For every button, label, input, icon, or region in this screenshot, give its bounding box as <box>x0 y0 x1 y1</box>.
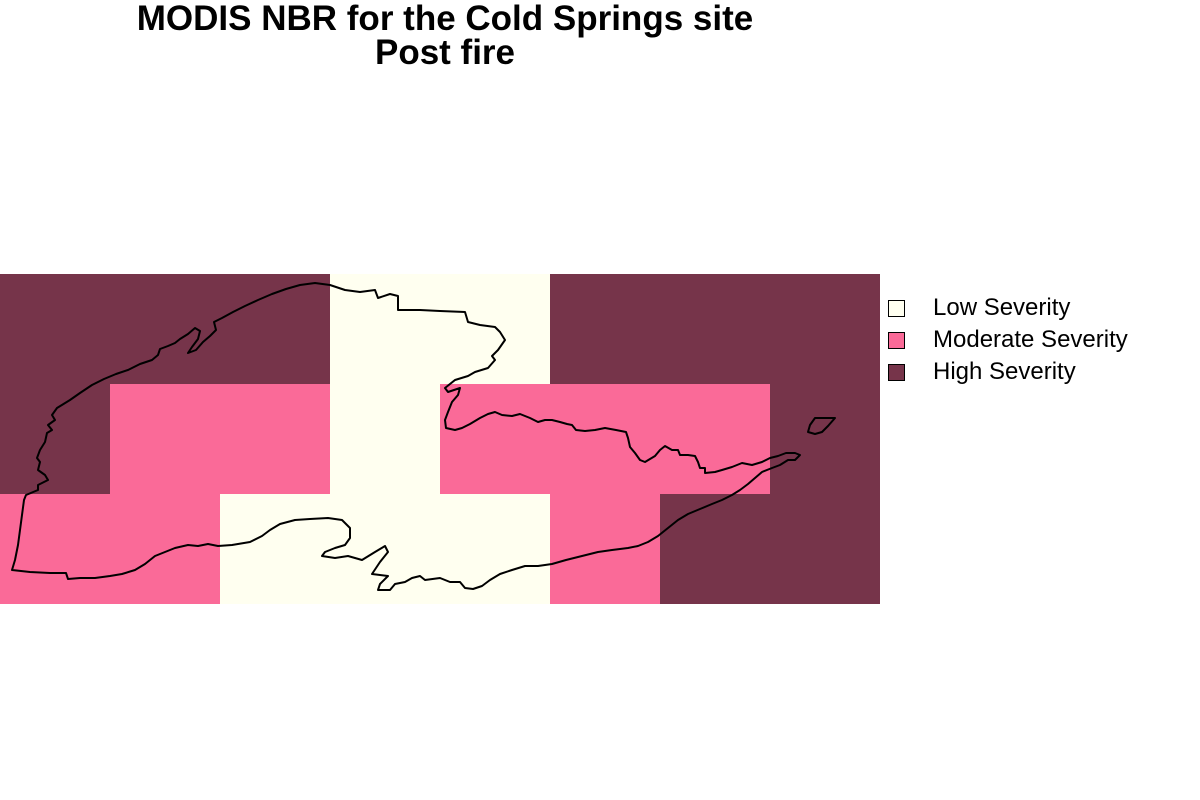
raster-cell <box>550 274 660 384</box>
raster-cell <box>330 494 440 604</box>
raster-cell <box>440 494 550 604</box>
swatch-high-severity <box>888 363 905 381</box>
islet-outline <box>807 417 836 435</box>
swatch-moderate-severity <box>888 331 905 349</box>
raster-cell <box>220 274 330 384</box>
raster-cell <box>110 494 220 604</box>
raster-cell <box>770 384 880 494</box>
map-title: MODIS NBR for the Cold Springs site Post… <box>0 0 890 70</box>
legend-label: High Severity <box>933 358 1076 385</box>
fire-boundary-layer <box>11 282 836 591</box>
raster-cell <box>550 494 660 604</box>
legend-label: Low Severity <box>933 294 1071 321</box>
raster-cell <box>0 494 110 604</box>
raster-cell <box>330 384 440 494</box>
raster-cell <box>660 494 770 604</box>
raster-cell <box>110 274 220 384</box>
title-line-1: MODIS NBR for the Cold Springs site <box>136 0 754 38</box>
raster-cell <box>330 274 440 384</box>
raster-cell <box>440 274 550 384</box>
legend-item-moderate-severity: Moderate Severity <box>888 324 1188 356</box>
raster-layer <box>0 274 880 604</box>
raster-cell <box>440 384 550 494</box>
raster-cell <box>110 384 220 494</box>
swatch-low-severity <box>888 299 905 317</box>
legend-label: Moderate Severity <box>933 326 1128 353</box>
fire-perimeter-outline <box>11 282 801 591</box>
raster-cell <box>0 384 110 494</box>
raster-cell <box>550 384 660 494</box>
raster-cell <box>770 494 880 604</box>
legend-item-low-severity: Low Severity <box>888 292 1188 324</box>
raster-cell <box>220 494 330 604</box>
raster-cell <box>0 274 110 384</box>
legend: Low Severity Moderate Severity High Seve… <box>888 292 1188 388</box>
raster-cell <box>770 274 880 384</box>
legend-item-high-severity: High Severity <box>888 356 1188 388</box>
raster-cell <box>660 274 770 384</box>
title-line-2: Post fire <box>374 33 516 72</box>
raster-cell <box>220 384 330 494</box>
raster-cell <box>660 384 770 494</box>
